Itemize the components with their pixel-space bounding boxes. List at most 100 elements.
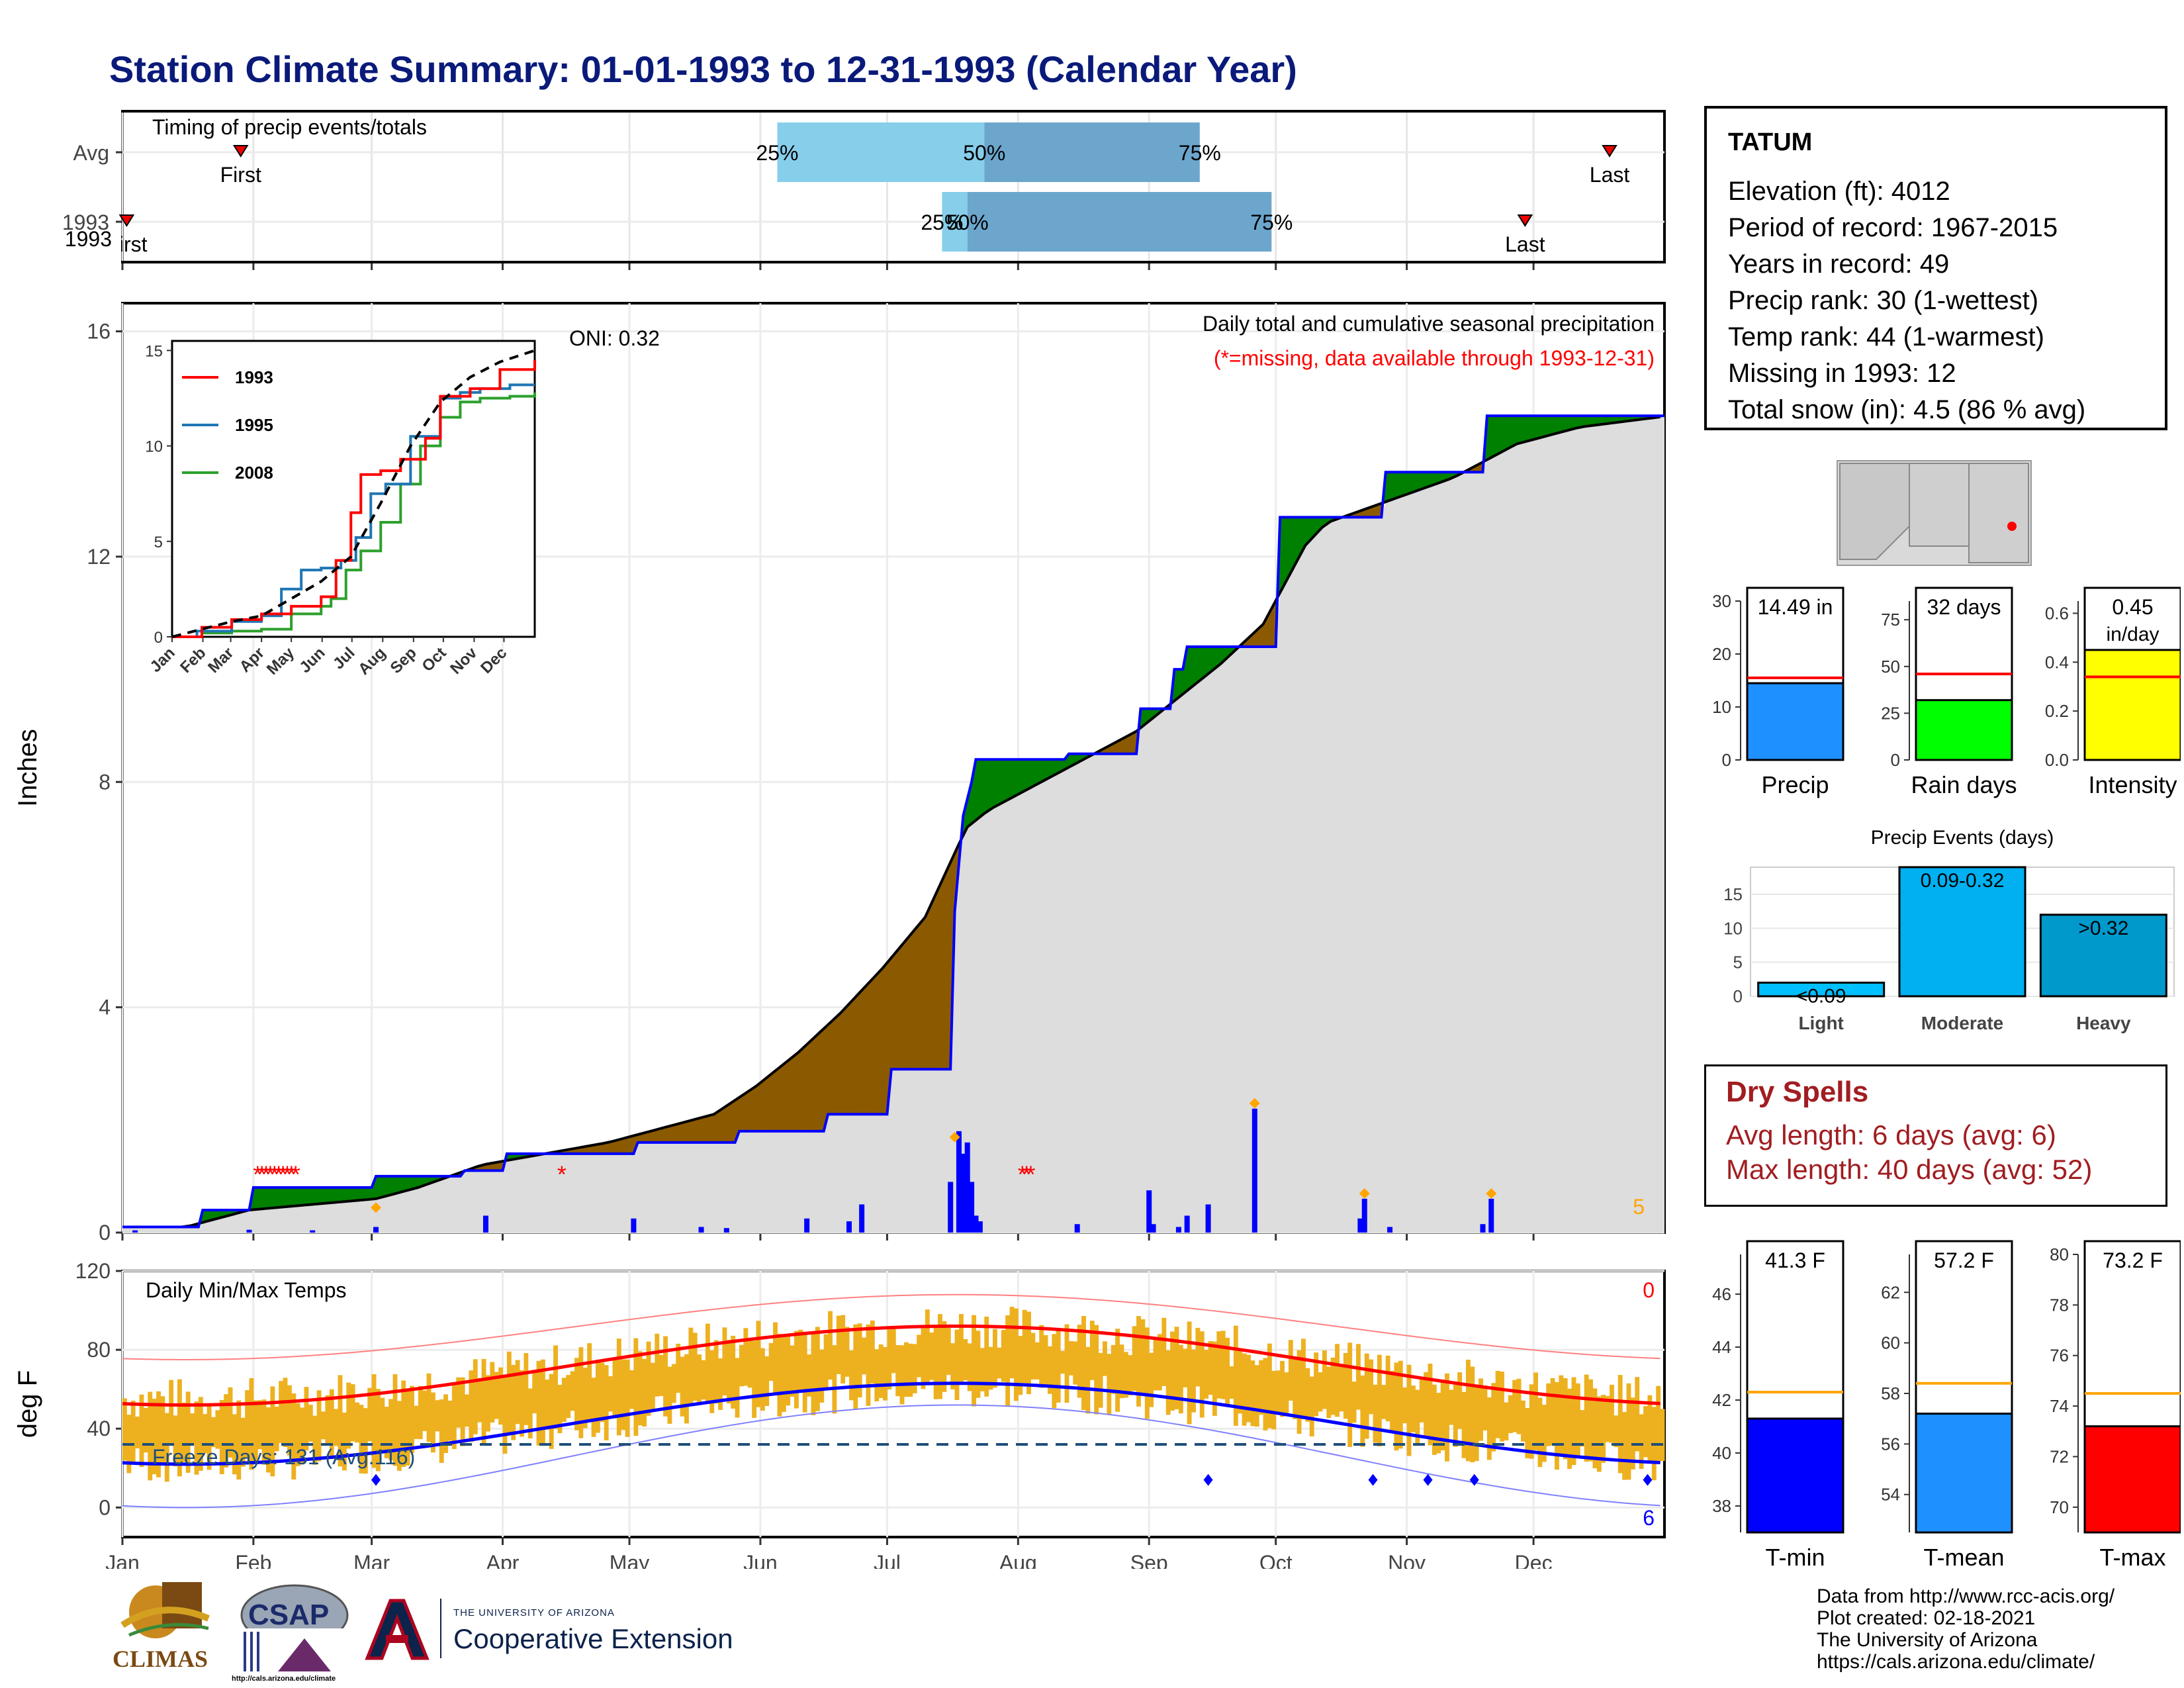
daily-temp-bar bbox=[152, 1399, 157, 1475]
missing-day-marker: * bbox=[291, 1161, 300, 1188]
climas-logo-text: CLIMAS bbox=[113, 1646, 208, 1672]
daily-precip-bar bbox=[1387, 1227, 1393, 1233]
daily-temp-bar bbox=[1559, 1375, 1564, 1456]
month-tick-label: Aug bbox=[999, 1551, 1037, 1569]
daily-temp-bar bbox=[844, 1327, 850, 1377]
daily-temp-bar bbox=[460, 1377, 465, 1446]
timing-p75-label: 75% bbox=[1250, 211, 1293, 234]
precip-y-tick-label: 10 bbox=[1712, 697, 1731, 717]
daily-precip-bar bbox=[631, 1218, 637, 1233]
daily-precip-bar bbox=[1074, 1224, 1080, 1233]
daily-temp-bar bbox=[633, 1338, 639, 1436]
daily-temp-bar bbox=[490, 1362, 495, 1423]
month-tick-label: May bbox=[610, 1551, 649, 1569]
intensity-value-unit: in/day bbox=[2106, 624, 2159, 645]
daily-precip-bar bbox=[723, 1228, 729, 1233]
record-low-marker bbox=[1423, 1474, 1433, 1486]
daily-temp-bar bbox=[422, 1390, 428, 1431]
timing-row-label: 1993 bbox=[65, 227, 112, 251]
events-bar-label: 0.09-0.32 bbox=[1921, 870, 2005, 892]
daily-temp-bar bbox=[582, 1368, 588, 1429]
daily-precip-bar bbox=[956, 1131, 962, 1233]
daily-temp-bar bbox=[908, 1343, 913, 1397]
daily-temp-bar bbox=[1254, 1365, 1259, 1427]
daily-precip-bar bbox=[482, 1215, 488, 1233]
month-tick-label: Jun bbox=[743, 1551, 778, 1569]
daily-temp-bar bbox=[1267, 1343, 1272, 1429]
tmax-y-tick-label: 76 bbox=[2050, 1346, 2069, 1366]
daily-temp-bar bbox=[1246, 1354, 1251, 1423]
daily-temp-bar bbox=[1229, 1366, 1234, 1399]
daily-temp-bar bbox=[938, 1314, 942, 1399]
daily-temp-bar bbox=[308, 1405, 313, 1442]
daily-temp-bar bbox=[1347, 1342, 1353, 1447]
daily-temp-bar bbox=[591, 1378, 596, 1437]
daily-temp-bar bbox=[439, 1399, 444, 1463]
daily-temp-bar bbox=[1445, 1373, 1449, 1462]
daily-temp-bar bbox=[1039, 1325, 1044, 1388]
daily-temp-bar bbox=[1571, 1377, 1576, 1466]
daily-temp-bar bbox=[1343, 1352, 1348, 1419]
daily-temp-bar bbox=[701, 1360, 706, 1400]
daily-temp-bar bbox=[1056, 1328, 1061, 1403]
inset-line-2008 bbox=[172, 392, 536, 638]
daily-temp-bar bbox=[359, 1405, 364, 1474]
daily-temp-bar bbox=[1183, 1348, 1188, 1387]
daily-temp-bar bbox=[1238, 1348, 1243, 1414]
daily-temp-bar bbox=[198, 1397, 203, 1471]
temp-y-tick-label: 40 bbox=[87, 1417, 111, 1440]
rain-days-y-tick-label: 0 bbox=[1891, 750, 1900, 770]
daily-temp-bar bbox=[1385, 1355, 1390, 1422]
timing-label: Timing of precip events/totals bbox=[152, 115, 427, 139]
timing-p25-label: 25% bbox=[756, 141, 798, 165]
daily-temp-bar bbox=[1555, 1382, 1559, 1470]
daily-temp-bar bbox=[122, 1398, 127, 1461]
daily-temp-bar bbox=[447, 1400, 453, 1441]
daily-temp-bar bbox=[663, 1336, 668, 1417]
month-tick-label: Nov bbox=[1388, 1551, 1426, 1569]
temp-corner-bottom: 6 bbox=[1643, 1506, 1655, 1530]
daily-temp-bar bbox=[536, 1360, 541, 1446]
daily-precip-bar bbox=[964, 1142, 970, 1233]
intensity-title: Intensity bbox=[2088, 771, 2177, 798]
daily-temp-bar bbox=[215, 1410, 220, 1449]
events-y-tick-label: 5 bbox=[1733, 953, 1743, 972]
daily-temp-bar bbox=[1263, 1358, 1268, 1430]
daily-temp-bar bbox=[891, 1326, 896, 1374]
daily-temp-bar bbox=[1191, 1349, 1196, 1413]
daily-temp-bar bbox=[401, 1380, 406, 1468]
daily-temp-bar bbox=[426, 1373, 432, 1442]
daily-temp-bar bbox=[164, 1413, 169, 1482]
temp-summary-bars: 38 40 42 44 46 41.3 F T-min 54 56 58 60 62 57.2 F T-m… bbox=[1712, 1240, 2181, 1571]
daily-temp-bar bbox=[595, 1360, 600, 1433]
daily-temp-bar bbox=[1369, 1359, 1374, 1415]
daily-temp-bar bbox=[1516, 1378, 1522, 1434]
daily-precip-bar bbox=[973, 1215, 979, 1233]
daily-temp-bar bbox=[1284, 1372, 1289, 1414]
daily-temp-bar bbox=[384, 1407, 389, 1458]
daily-temp-bar bbox=[1643, 1406, 1648, 1458]
daily-precip-bar bbox=[977, 1221, 983, 1233]
inset-y-tick-label: 15 bbox=[145, 342, 163, 360]
daily-temp-bar bbox=[1356, 1344, 1361, 1410]
daily-temp-bar bbox=[1089, 1321, 1095, 1380]
daily-temp-bar bbox=[1529, 1384, 1534, 1459]
tmax-title: T-max bbox=[2099, 1544, 2165, 1571]
temp-y-tick-label: 0 bbox=[99, 1495, 111, 1519]
month-tick-label: Apr bbox=[486, 1551, 520, 1569]
daily-temp-bar bbox=[418, 1385, 423, 1440]
csap-logo: CSAP http://cals.arizona.edu/climate bbox=[232, 1579, 351, 1685]
daily-temp-bar bbox=[1639, 1414, 1644, 1470]
missing-day-marker: * bbox=[557, 1161, 567, 1188]
temp-y-axis-label: deg F bbox=[13, 1370, 42, 1438]
daily-temp-bar bbox=[502, 1375, 508, 1454]
daily-temp-bar bbox=[469, 1370, 474, 1442]
daily-temp-bar bbox=[1280, 1360, 1285, 1417]
daily-temp-bar bbox=[1204, 1350, 1209, 1399]
daily-temp-bar bbox=[1508, 1395, 1513, 1434]
timing-row-label: 1993 bbox=[62, 211, 109, 234]
daily-temp-bar bbox=[321, 1411, 326, 1440]
daily-temp-bar bbox=[160, 1396, 165, 1465]
daily-temp-bar bbox=[1626, 1383, 1631, 1480]
daily-temp-bar bbox=[917, 1335, 921, 1378]
